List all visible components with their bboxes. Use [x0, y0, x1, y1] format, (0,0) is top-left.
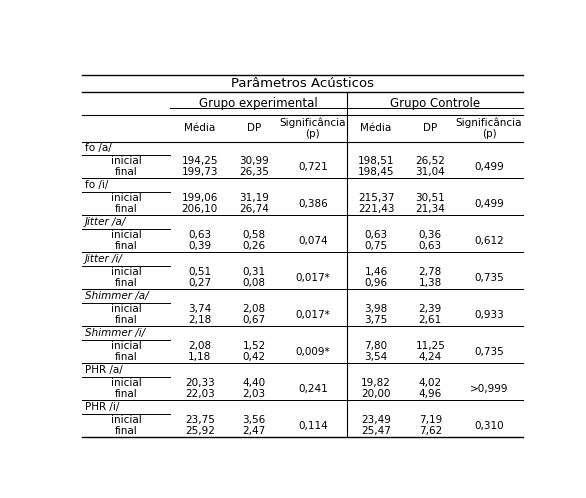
Text: inicial
final: inicial final — [111, 267, 142, 288]
Text: 7,19
7,62: 7,19 7,62 — [419, 415, 442, 436]
Text: 2,39
2,61: 2,39 2,61 — [419, 304, 442, 325]
Text: Jitter /a/: Jitter /a/ — [84, 217, 126, 227]
Text: 0,31
0,08: 0,31 0,08 — [243, 267, 265, 288]
Text: inicial
final: inicial final — [111, 156, 142, 177]
Text: Média: Média — [184, 123, 216, 133]
Text: Média: Média — [360, 123, 391, 133]
Text: 0,017*: 0,017* — [295, 272, 331, 283]
Text: 0,735: 0,735 — [474, 272, 504, 283]
Text: 31,19
26,74: 31,19 26,74 — [239, 193, 269, 215]
Text: 4,02
4,96: 4,02 4,96 — [419, 378, 442, 399]
Text: PHR /a/: PHR /a/ — [84, 365, 122, 375]
Text: 198,51
198,45: 198,51 198,45 — [358, 156, 394, 177]
Text: 0,074: 0,074 — [298, 236, 328, 246]
Text: PHR /i/: PHR /i/ — [84, 402, 119, 412]
Text: 0,63
0,39: 0,63 0,39 — [188, 230, 212, 251]
Text: 0,51
0,27: 0,51 0,27 — [188, 267, 212, 288]
Text: 2,08
0,67: 2,08 0,67 — [243, 304, 265, 325]
Text: 0,36
0,63: 0,36 0,63 — [419, 230, 442, 251]
Text: 1,46
0,96: 1,46 0,96 — [364, 267, 388, 288]
Text: 199,06
206,10: 199,06 206,10 — [182, 193, 218, 215]
Text: 0,499: 0,499 — [474, 162, 504, 172]
Text: 3,98
3,75: 3,98 3,75 — [364, 304, 388, 325]
Text: 0,009*: 0,009* — [295, 347, 330, 357]
Text: 30,99
26,35: 30,99 26,35 — [239, 156, 269, 177]
Text: inicial
final: inicial final — [111, 415, 142, 436]
Text: >0,999: >0,999 — [470, 383, 508, 393]
Text: inicial
final: inicial final — [111, 193, 142, 215]
Text: 20,33
22,03: 20,33 22,03 — [185, 378, 214, 399]
Text: Shimmer /a/: Shimmer /a/ — [84, 291, 148, 301]
Text: 0,721: 0,721 — [298, 162, 328, 172]
Text: 23,49
25,47: 23,49 25,47 — [361, 415, 391, 436]
Text: 2,08
1,18: 2,08 1,18 — [188, 341, 212, 363]
Text: 0,114: 0,114 — [298, 421, 328, 431]
Text: 215,37
221,43: 215,37 221,43 — [358, 193, 394, 215]
Text: 0,933: 0,933 — [474, 310, 504, 320]
Text: Jitter /i/: Jitter /i/ — [84, 254, 122, 264]
Text: inicial
final: inicial final — [111, 230, 142, 251]
Text: 0,58
0,26: 0,58 0,26 — [243, 230, 265, 251]
Text: 7,80
3,54: 7,80 3,54 — [364, 341, 388, 363]
Text: Parâmetros Acústicos: Parâmetros Acústicos — [231, 77, 374, 90]
Text: 2,78
1,38: 2,78 1,38 — [419, 267, 442, 288]
Text: 0,63
0,75: 0,63 0,75 — [364, 230, 387, 251]
Text: 0,310: 0,310 — [474, 421, 504, 431]
Text: 0,017*: 0,017* — [295, 310, 331, 320]
Text: inicial
final: inicial final — [111, 341, 142, 363]
Text: fo /a/: fo /a/ — [84, 143, 111, 153]
Text: 30,51
21,34: 30,51 21,34 — [415, 193, 445, 215]
Text: 19,82
20,00: 19,82 20,00 — [361, 378, 391, 399]
Text: 0,612: 0,612 — [474, 236, 504, 246]
Text: Grupo Controle: Grupo Controle — [390, 97, 480, 110]
Text: inicial
final: inicial final — [111, 304, 142, 325]
Text: 0,386: 0,386 — [298, 199, 328, 209]
Text: 194,25
199,73: 194,25 199,73 — [182, 156, 218, 177]
Text: 3,56
2,47: 3,56 2,47 — [243, 415, 266, 436]
Text: inicial
final: inicial final — [111, 378, 142, 399]
Text: 4,40
2,03: 4,40 2,03 — [243, 378, 265, 399]
Text: 23,75
25,92: 23,75 25,92 — [185, 415, 214, 436]
Text: 0,499: 0,499 — [474, 199, 504, 209]
Text: 0,241: 0,241 — [298, 383, 328, 393]
Text: DP: DP — [247, 123, 261, 133]
Text: Significância
(p): Significância (p) — [280, 117, 346, 139]
Text: 1,52
0,42: 1,52 0,42 — [243, 341, 266, 363]
Text: Shimmer /i/: Shimmer /i/ — [84, 328, 145, 338]
Text: 11,25
4,24: 11,25 4,24 — [415, 341, 445, 363]
Text: 26,52
31,04: 26,52 31,04 — [415, 156, 445, 177]
Text: 3,74
2,18: 3,74 2,18 — [188, 304, 212, 325]
Text: Significância
(p): Significância (p) — [456, 117, 522, 139]
Text: 0,735: 0,735 — [474, 347, 504, 357]
Text: Grupo experimental: Grupo experimental — [199, 97, 318, 110]
Text: fo /i/: fo /i/ — [84, 180, 108, 190]
Text: DP: DP — [423, 123, 438, 133]
